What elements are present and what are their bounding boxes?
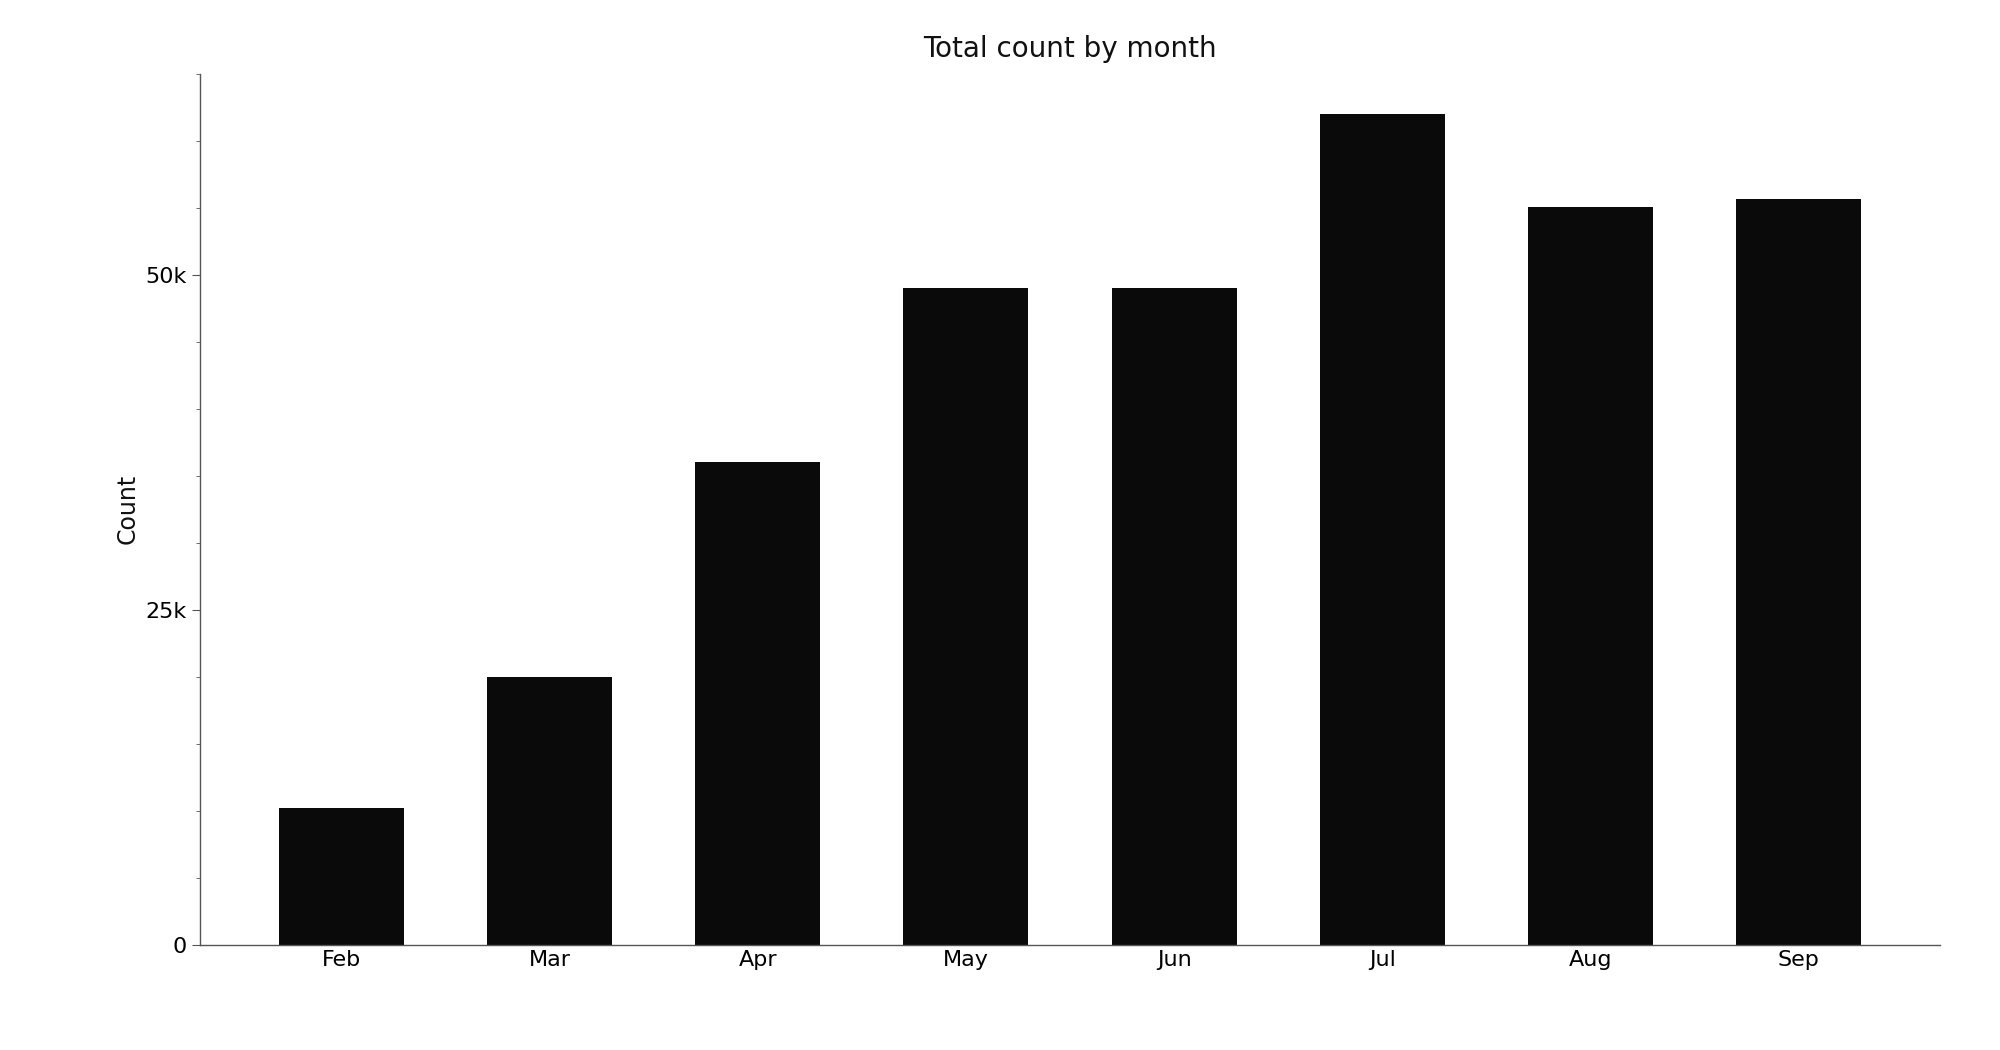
Bar bbox=[1320, 113, 1444, 945]
Bar bbox=[696, 462, 820, 945]
Title: Total count by month: Total count by month bbox=[924, 35, 1216, 63]
Bar bbox=[1736, 200, 1860, 945]
Bar bbox=[1528, 207, 1652, 945]
Bar bbox=[280, 808, 404, 945]
Y-axis label: Count: Count bbox=[116, 475, 140, 544]
Bar bbox=[1112, 288, 1236, 945]
Bar bbox=[904, 288, 1028, 945]
Bar bbox=[488, 677, 612, 945]
